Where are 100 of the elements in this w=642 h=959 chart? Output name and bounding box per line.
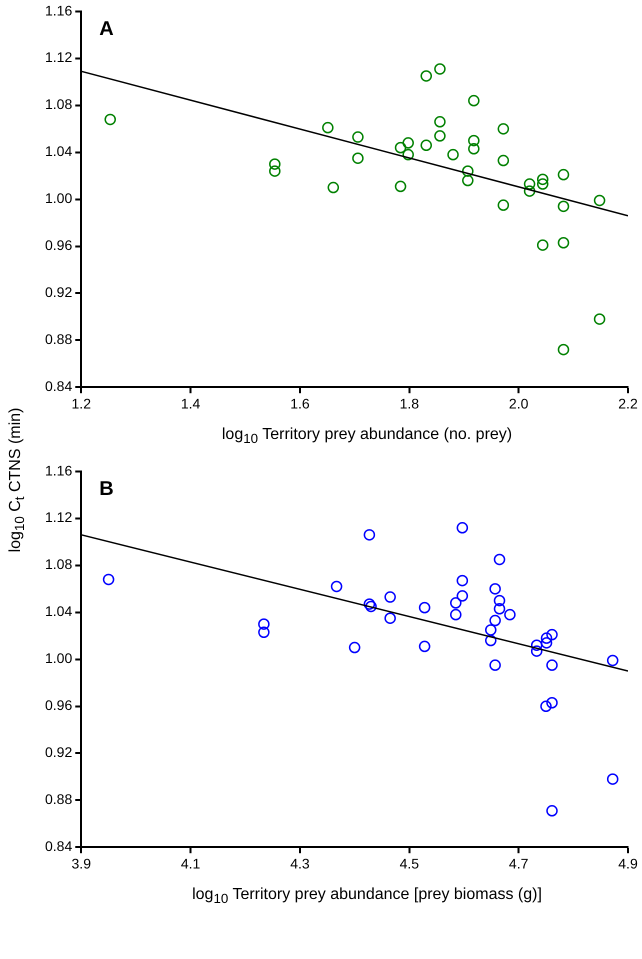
point bbox=[450, 608, 462, 620]
point bbox=[530, 639, 542, 651]
y-tick-label: 1.16 bbox=[45, 462, 72, 478]
point bbox=[394, 180, 406, 192]
point bbox=[558, 200, 570, 212]
x-axis-title: log$_{10}$ Territory prey abundance (no. prey) bbox=[220, 425, 514, 448]
y-tick-label: 1.00 bbox=[45, 190, 72, 206]
point bbox=[352, 131, 364, 143]
point bbox=[485, 624, 497, 636]
point bbox=[365, 600, 377, 612]
point bbox=[558, 344, 570, 356]
x-axis-title: log$_{10}$ Territory prey abundance [prey biomass (g)] bbox=[191, 885, 543, 908]
point bbox=[418, 602, 430, 614]
point bbox=[594, 313, 606, 325]
point bbox=[322, 122, 334, 134]
point bbox=[485, 634, 497, 646]
point bbox=[594, 194, 606, 206]
point bbox=[394, 142, 406, 154]
point bbox=[462, 165, 474, 177]
point bbox=[384, 591, 396, 603]
point bbox=[468, 94, 480, 106]
x-tick-label: 4.5 bbox=[400, 855, 420, 872]
point bbox=[456, 574, 468, 586]
point bbox=[540, 637, 552, 649]
point bbox=[606, 773, 618, 785]
point bbox=[489, 583, 501, 595]
x-tick-label: 3.9 bbox=[72, 855, 92, 872]
point bbox=[364, 598, 376, 610]
y-tick-label: 1.04 bbox=[45, 143, 72, 160]
point bbox=[447, 148, 459, 160]
y-tick-label: 1.08 bbox=[45, 96, 72, 112]
x-tick-label: 4.7 bbox=[508, 855, 529, 872]
point bbox=[536, 178, 548, 190]
point bbox=[420, 70, 432, 82]
point bbox=[498, 199, 510, 211]
point bbox=[504, 608, 516, 620]
point bbox=[462, 174, 474, 186]
point bbox=[546, 805, 558, 817]
point bbox=[456, 590, 468, 602]
point bbox=[524, 178, 536, 190]
point bbox=[450, 597, 462, 609]
point bbox=[352, 152, 364, 164]
point bbox=[402, 137, 414, 149]
x-tick-label: 1.4 bbox=[180, 395, 201, 412]
point bbox=[434, 116, 446, 128]
point bbox=[269, 158, 281, 170]
y-tick-label: 0.88 bbox=[45, 331, 72, 348]
point bbox=[530, 645, 542, 657]
y-tick-label: 1.00 bbox=[45, 650, 72, 666]
y-tick-label: 0.84 bbox=[45, 378, 72, 394]
point bbox=[102, 574, 114, 586]
y-tick-label: 0.96 bbox=[45, 237, 72, 254]
y-tick-label: 1.16 bbox=[45, 2, 72, 18]
y-tick-label: 0.88 bbox=[45, 791, 72, 808]
point bbox=[328, 182, 340, 194]
y-tick-label: 1.12 bbox=[45, 509, 72, 526]
point bbox=[489, 659, 501, 671]
y-tick-label: 0.92 bbox=[45, 744, 72, 760]
x-tick-label: 4.3 bbox=[290, 855, 310, 872]
point bbox=[558, 168, 570, 180]
x-tick-label: 2.0 bbox=[508, 395, 529, 412]
point bbox=[364, 529, 376, 541]
point bbox=[468, 143, 480, 155]
point bbox=[494, 554, 506, 566]
point bbox=[489, 614, 501, 626]
point bbox=[468, 134, 480, 146]
x-tick-label: 1.6 bbox=[290, 395, 310, 412]
y-tick-label: 1.08 bbox=[45, 556, 72, 572]
point bbox=[540, 632, 552, 644]
y-tick-label: 0.84 bbox=[45, 838, 72, 854]
chart-title: B bbox=[99, 478, 114, 500]
y-tick-label: 0.92 bbox=[45, 284, 72, 300]
point bbox=[258, 626, 270, 638]
point bbox=[434, 63, 446, 75]
point bbox=[420, 140, 432, 152]
point bbox=[546, 628, 558, 640]
point bbox=[434, 130, 446, 142]
point bbox=[540, 700, 552, 712]
point bbox=[269, 165, 281, 177]
point bbox=[498, 123, 510, 135]
point bbox=[536, 239, 548, 251]
x-tick-label: 4.1 bbox=[180, 855, 201, 872]
point bbox=[546, 697, 558, 708]
point bbox=[456, 522, 468, 534]
point bbox=[258, 618, 270, 630]
point bbox=[330, 580, 342, 592]
point bbox=[498, 154, 510, 166]
point bbox=[104, 114, 116, 126]
x-tick-label: 1.8 bbox=[400, 395, 420, 412]
chart-title: A bbox=[99, 18, 114, 40]
point bbox=[546, 659, 558, 671]
y-tick-label: 1.04 bbox=[45, 603, 72, 620]
point bbox=[558, 237, 570, 248]
point bbox=[402, 148, 414, 160]
point bbox=[606, 654, 618, 666]
y-tick-label: 1.12 bbox=[45, 49, 72, 66]
point bbox=[384, 612, 396, 624]
x-tick-label: 1.2 bbox=[72, 395, 92, 412]
point bbox=[524, 185, 536, 197]
x-tick-label: 2.2 bbox=[618, 395, 638, 412]
